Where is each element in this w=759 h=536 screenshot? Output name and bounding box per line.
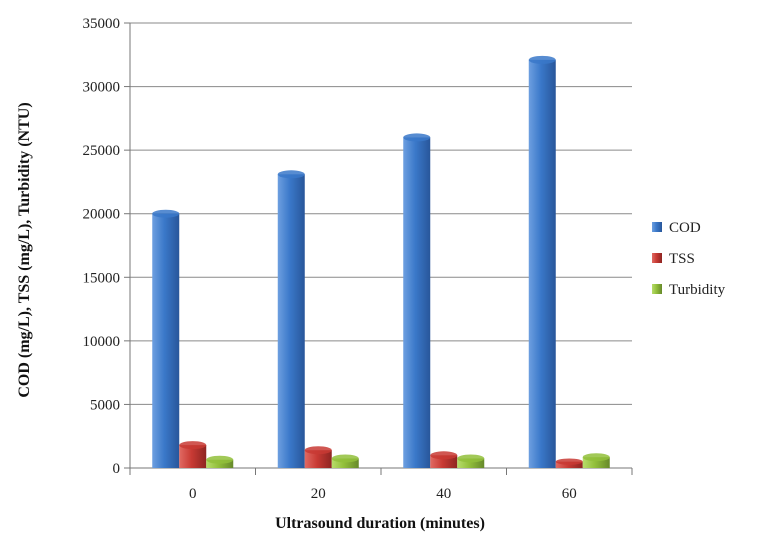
legend-label-cod: COD — [669, 220, 701, 236]
bar-turbidity-60 — [582, 457, 610, 468]
bar-tss-0 — [179, 445, 207, 468]
bars — [152, 55, 610, 469]
bar-top-tss-60 — [555, 458, 583, 465]
bar-top-turbidity-20 — [331, 454, 359, 463]
bar-turbidity-0 — [206, 459, 234, 468]
legend-swatch-tss — [652, 253, 662, 263]
legend-swatch-turbidity — [652, 284, 662, 294]
bar-top-turbidity-60 — [582, 453, 610, 462]
bar-top-tss-20 — [304, 446, 332, 455]
y-tick-label: 25000 — [83, 143, 121, 159]
bar-cod-40 — [403, 137, 431, 468]
x-tick-label: 20 — [311, 486, 326, 502]
bar-turbidity-20 — [331, 458, 359, 468]
bar-top-tss-0 — [179, 441, 207, 450]
tick-labels: 0 5000 10000 15000 20000 25000 30000 35000 0 20 40… — [83, 16, 577, 502]
bar-top-cod-40 — [403, 133, 431, 142]
x-axis-title: Ultrasound duration (minutes) — [275, 515, 485, 532]
y-axis-title: COD (mg/L), TSS (mg/L), Turbidity (NTU) — [16, 102, 33, 397]
legend-label-turbidity: Turbidity — [669, 282, 726, 298]
bar-turbidity-40 — [457, 458, 485, 468]
bar-cod-20 — [277, 174, 305, 469]
bar-cod-60 — [528, 59, 556, 468]
axes — [124, 22, 633, 475]
legend-swatch-cod — [652, 222, 662, 232]
y-tick-label: 5000 — [90, 397, 120, 413]
legend: COD TSS Turbidity — [652, 220, 726, 298]
bar-tss-20 — [304, 450, 332, 468]
y-tick-label: 35000 — [83, 16, 121, 32]
bar-top-turbidity-0 — [206, 455, 234, 464]
bar-top-cod-0 — [152, 209, 180, 218]
y-tick-label: 20000 — [83, 207, 121, 223]
gridlines — [130, 22, 632, 405]
x-tick-label: 0 — [189, 486, 197, 502]
bar-top-cod-20 — [277, 170, 305, 179]
bar-top-tss-40 — [430, 451, 458, 460]
bar-top-cod-60 — [528, 55, 556, 64]
y-tick-label: 30000 — [83, 80, 121, 96]
y-tick-label: 0 — [113, 461, 121, 477]
bar-top-turbidity-40 — [457, 454, 485, 463]
y-tick-label: 15000 — [83, 270, 121, 286]
bar-cod-0 — [152, 213, 180, 468]
x-tick-label: 60 — [562, 486, 577, 502]
legend-label-tss: TSS — [669, 251, 695, 267]
x-tick-label: 40 — [436, 486, 451, 502]
y-tick-label: 10000 — [83, 334, 121, 350]
